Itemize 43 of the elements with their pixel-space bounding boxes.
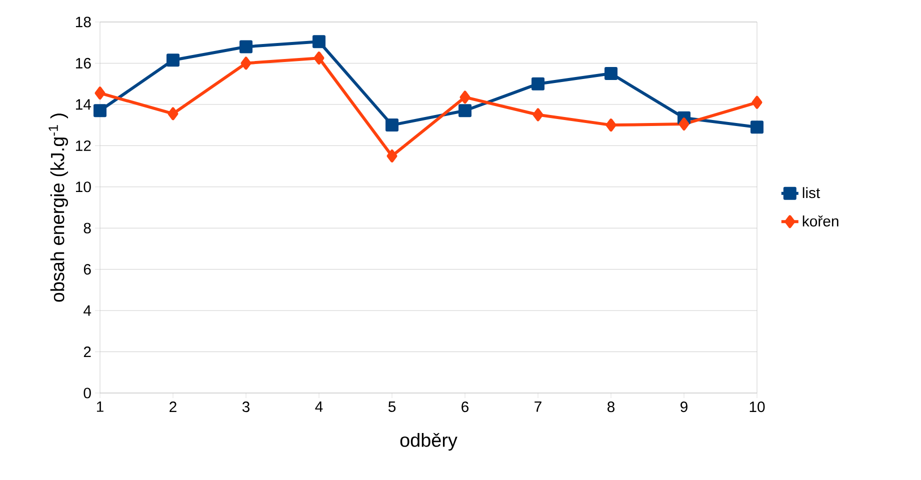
point — [458, 104, 472, 118]
y-tick-label: 2 — [84, 346, 91, 357]
point — [678, 118, 690, 131]
point — [532, 77, 544, 90]
x-tick-label: 1 — [96, 402, 104, 412]
x-axis-title: odběry — [400, 432, 458, 451]
point — [94, 104, 106, 118]
y-tick-label: 12 — [76, 140, 91, 151]
y-tick-label: 6 — [84, 264, 91, 275]
point — [532, 108, 544, 122]
legend-label: list — [802, 187, 820, 198]
x-tick-label: 3 — [242, 402, 250, 412]
x-tick-label: 8 — [608, 402, 614, 412]
x-tick-label: 10 — [750, 402, 765, 412]
point — [386, 149, 398, 162]
x-tick-label: 6 — [462, 402, 468, 412]
y-axis-title: obsah energie (kJ.g$^{-1}$ ) — [48, 114, 68, 302]
y-tick-label: 18 — [76, 16, 91, 28]
x-tick-label: 9 — [680, 402, 688, 412]
point — [606, 118, 616, 132]
point — [240, 40, 252, 54]
point — [312, 35, 326, 48]
y-tick-label: 16 — [76, 58, 91, 69]
point — [460, 90, 470, 104]
legend-label: kořen — [802, 215, 838, 226]
point — [240, 56, 252, 70]
y-tick-label: 10 — [76, 182, 91, 192]
point — [750, 120, 764, 134]
point — [168, 107, 178, 120]
x-tick-label: 4 — [315, 402, 323, 412]
x-tick-label: 7 — [534, 402, 542, 412]
point — [604, 67, 618, 80]
x-tick-label: 2 — [170, 402, 176, 412]
y-tick-label: 8 — [84, 222, 91, 234]
x-tick-label: 5 — [388, 402, 396, 412]
y-tick-label: 0 — [84, 388, 91, 398]
y-tick-label: 14 — [76, 99, 92, 110]
point — [386, 118, 398, 132]
point — [166, 54, 180, 67]
point — [94, 86, 106, 100]
point — [752, 96, 762, 109]
point — [314, 52, 324, 65]
y-tick-label: 4 — [84, 305, 92, 316]
